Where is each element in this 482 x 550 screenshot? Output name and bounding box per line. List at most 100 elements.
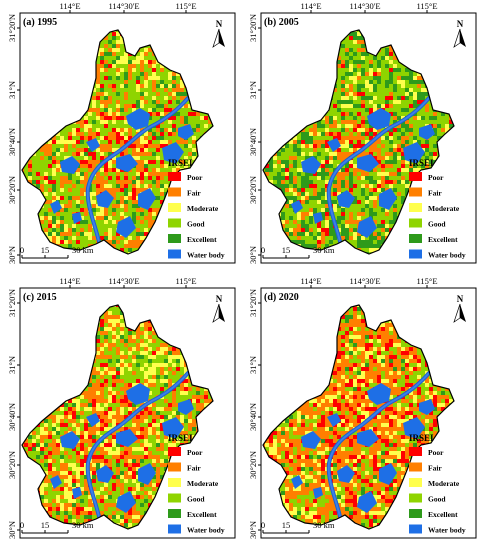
legend-swatch xyxy=(168,462,181,472)
water-body xyxy=(337,465,355,483)
water-body xyxy=(126,383,150,405)
legend-swatch xyxy=(409,203,422,212)
lat-label: 31°N xyxy=(248,356,258,374)
scale-label: 0 xyxy=(20,520,24,530)
legend-label: Excellent xyxy=(428,510,458,519)
lat-label: 30°20'N xyxy=(7,176,17,204)
legend-label: Water body xyxy=(187,251,225,260)
water-body xyxy=(162,142,184,164)
scale-label: 30 km xyxy=(72,245,94,255)
water-body xyxy=(116,429,138,447)
north-arrow-icon xyxy=(460,304,466,322)
lon-label: 115°E xyxy=(416,276,437,286)
water-body xyxy=(126,108,150,130)
scale-label: 0 xyxy=(20,245,24,255)
yangtze-river-inner xyxy=(86,97,189,247)
legend-label: Poor xyxy=(187,173,203,182)
lat-label: 30°40'N xyxy=(7,128,17,156)
north-arrow-icon xyxy=(460,29,466,47)
water-body xyxy=(327,138,341,152)
water-body xyxy=(301,156,321,174)
scale-label: 30 km xyxy=(313,520,335,530)
north-arrow-icon-half xyxy=(453,303,461,323)
water-body xyxy=(291,200,303,214)
water-body xyxy=(301,431,321,449)
panel-title: (b) 2005 xyxy=(264,17,299,28)
lon-label: 114°E xyxy=(300,1,321,11)
map-panel-4: 114°E 114°30'E 115°E 31°20'N 31°N 30°40'N 30°2… xyxy=(248,276,477,539)
water-body xyxy=(367,108,391,130)
water-body xyxy=(50,200,62,214)
water-body xyxy=(60,431,80,449)
water-body xyxy=(116,491,136,513)
map-panel-2: 114°E 114°30'E 115°E 31°20'N 31°N 30°40'N 30°2… xyxy=(248,1,477,264)
water-body xyxy=(379,463,397,485)
legend-swatch xyxy=(409,187,422,197)
water-body xyxy=(403,417,425,439)
lat-label: 30°20'N xyxy=(248,176,258,204)
legend-label: Moderate xyxy=(428,204,460,213)
legend-label: Excellent xyxy=(428,235,458,244)
legend-label: Moderate xyxy=(428,479,460,488)
lat-label: 30°N xyxy=(248,521,258,539)
lat-label: 30°N xyxy=(7,246,17,264)
water-body xyxy=(138,188,156,210)
water-body xyxy=(291,475,303,489)
district-outline xyxy=(262,304,455,530)
legend-swatch xyxy=(409,218,422,228)
water-body xyxy=(60,156,80,174)
legend-swatch xyxy=(409,447,422,456)
legend-swatch xyxy=(168,218,181,228)
yangtze-river-inner xyxy=(86,372,189,522)
legend-swatch xyxy=(409,509,422,518)
legend-swatch xyxy=(409,172,422,181)
water-body xyxy=(313,487,323,499)
legend-swatch xyxy=(168,234,181,243)
legend-label: Good xyxy=(187,495,205,504)
water-body xyxy=(327,413,341,427)
legend-label: Water body xyxy=(428,526,466,535)
legend-label: Fair xyxy=(428,464,442,473)
water-body xyxy=(419,124,435,140)
scale-bar: 0 15 30 km xyxy=(20,245,94,259)
legend-title: IRSEI xyxy=(409,433,434,443)
water-body xyxy=(50,475,62,489)
water-body xyxy=(367,383,391,405)
north-label: N xyxy=(457,19,464,29)
water-body xyxy=(337,190,355,208)
lon-label: 114°30'E xyxy=(349,276,380,286)
north-label: N xyxy=(457,294,464,304)
legend-swatch xyxy=(409,234,422,243)
yangtze-river-inner xyxy=(327,372,430,522)
scale-label: 15 xyxy=(282,520,291,530)
legend-title: IRSEI xyxy=(168,433,193,443)
north-arrow-icon xyxy=(219,304,225,322)
lon-label: 114°30'E xyxy=(108,1,139,11)
water-body xyxy=(72,487,82,499)
lat-label: 31°N xyxy=(7,81,17,99)
legend-label: Poor xyxy=(428,173,444,182)
legend-swatch xyxy=(168,493,181,503)
legend-swatch xyxy=(409,524,422,534)
water-body xyxy=(357,216,377,238)
north-arrow-icon-half xyxy=(212,303,220,323)
lat-label: 31°20'N xyxy=(248,14,258,42)
legend-label: Fair xyxy=(428,189,442,198)
map-panel-3: 114°E 114°30'E 115°E 31°20'N 31°N 30°40'N 30°2… xyxy=(7,276,236,539)
water-body xyxy=(86,138,100,152)
panel-title: (a) 1995 xyxy=(23,17,57,28)
yangtze-river-inner xyxy=(327,97,430,247)
water-body xyxy=(357,491,377,513)
water-body xyxy=(178,399,194,415)
legend-swatch xyxy=(409,462,422,472)
lon-label: 114°E xyxy=(59,1,80,11)
north-arrow-icon xyxy=(219,29,225,47)
map-panel-1: 114°E 114°30'E 115°E 31°20'N 31°N 30°40'N 30°2… xyxy=(7,1,236,264)
water-body xyxy=(116,154,138,172)
legend-swatch xyxy=(168,249,181,259)
water-body xyxy=(116,216,136,238)
legend-swatch xyxy=(168,203,181,212)
legend-label: Water body xyxy=(428,251,466,260)
lat-label: 31°20'N xyxy=(248,289,258,317)
north-arrow-icon-half xyxy=(212,28,220,48)
